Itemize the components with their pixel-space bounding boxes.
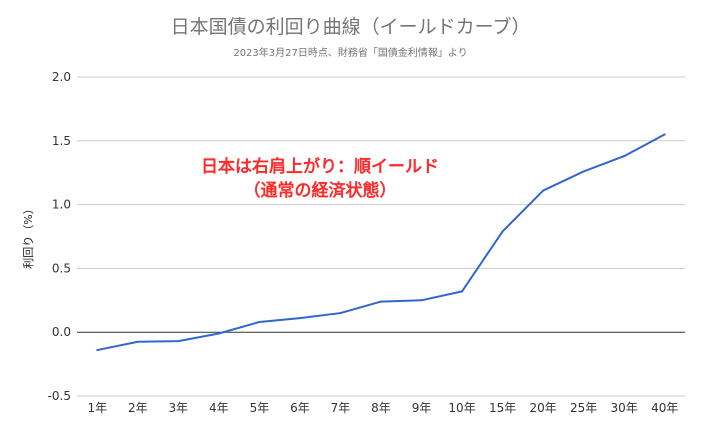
x-tick-label: 6年 [290,401,310,415]
x-tick-label: 20年 [529,401,556,415]
y-tick-label: 1.0 [52,198,71,212]
data-point [663,133,666,136]
y-tick-label: 0.5 [52,261,71,275]
x-tick-label: 5年 [250,401,270,415]
data-point [298,317,301,320]
data-point [177,340,180,343]
y-tick-label: 1.5 [52,134,71,148]
data-point [217,332,220,335]
x-tick-label: 3年 [169,401,189,415]
x-tick-label: 15年 [489,401,516,415]
data-point [380,300,382,303]
chart-subtitle: 2023年3月27日時点、財務省「国債金利情報」より [233,48,468,59]
x-tick-label: 8年 [371,401,391,415]
x-tick-label: 30年 [611,401,638,415]
x-tick-label: 10年 [448,401,475,415]
chart-title: 日本国債の利回り曲線（イールドカーブ） [170,16,531,38]
y-tick-label: 2.0 [52,70,71,84]
data-point [582,170,585,173]
x-tick-label: 1年 [87,401,107,415]
annotation-line2: （通常の経済状態） [243,181,397,201]
y-tick-label: -0.5 [48,389,71,403]
data-point [542,189,545,192]
data-point [420,299,423,302]
x-tick-label: 25年 [570,401,597,415]
data-point [136,340,139,343]
x-tick-label: 40年 [651,401,678,415]
data-point [339,312,342,315]
data-point [501,230,504,233]
annotation-line1: 日本は右肩上がり：順イールド [201,157,439,177]
x-tick-label: 9年 [412,401,432,415]
data-point [96,349,99,352]
x-tick-label: 7年 [331,401,351,415]
data-point [258,320,261,323]
data-point [623,155,626,158]
x-tick-label: 2年 [128,401,148,415]
y-tick-label: 0.0 [52,325,71,339]
x-tick-label: 4年 [209,401,229,415]
data-point [461,290,464,293]
